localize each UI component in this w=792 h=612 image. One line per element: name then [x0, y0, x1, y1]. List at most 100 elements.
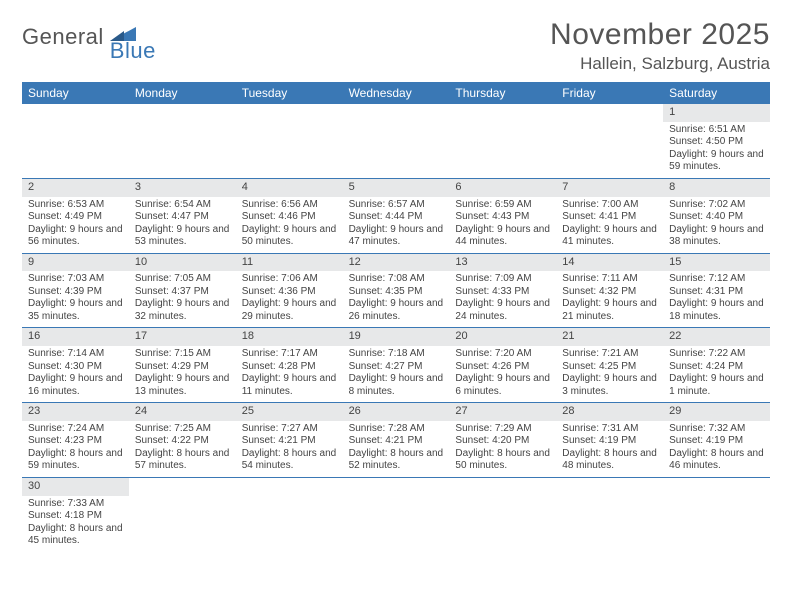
sunset-text: Sunset: 4:41 PM: [562, 211, 657, 224]
calendar-cell: [449, 478, 556, 552]
daylight-text: Daylight: 9 hours and 47 minutes.: [349, 224, 444, 249]
sunrise-text: Sunrise: 7:20 AM: [455, 348, 550, 361]
day-number: 18: [236, 328, 343, 346]
sunset-text: Sunset: 4:27 PM: [349, 361, 444, 374]
sunset-text: Sunset: 4:22 PM: [135, 435, 230, 448]
day-number: 4: [236, 179, 343, 197]
daylight-text: Daylight: 9 hours and 8 minutes.: [349, 373, 444, 398]
sunrise-text: Sunrise: 6:51 AM: [669, 124, 764, 137]
sunrise-text: Sunrise: 7:24 AM: [28, 423, 123, 436]
daylight-text: Daylight: 9 hours and 26 minutes.: [349, 298, 444, 323]
calendar-cell: [236, 478, 343, 552]
sunrise-text: Sunrise: 6:54 AM: [135, 199, 230, 212]
day-header-row: SundayMondayTuesdayWednesdayThursdayFrid…: [22, 82, 770, 104]
day-number: 1: [663, 104, 770, 122]
sunset-text: Sunset: 4:19 PM: [669, 435, 764, 448]
sunset-text: Sunset: 4:30 PM: [28, 361, 123, 374]
calendar-cell: 22Sunrise: 7:22 AMSunset: 4:24 PMDayligh…: [663, 328, 770, 402]
day-header: Sunday: [22, 82, 129, 104]
sunset-text: Sunset: 4:50 PM: [669, 136, 764, 149]
calendar-cell: 21Sunrise: 7:21 AMSunset: 4:25 PMDayligh…: [556, 328, 663, 402]
daylight-text: Daylight: 9 hours and 16 minutes.: [28, 373, 123, 398]
daylight-text: Daylight: 8 hours and 46 minutes.: [669, 448, 764, 473]
day-number: 30: [22, 478, 129, 496]
day-number: 25: [236, 403, 343, 421]
month-title: November 2025: [550, 18, 770, 52]
calendar-cell: 14Sunrise: 7:11 AMSunset: 4:32 PMDayligh…: [556, 254, 663, 328]
day-header: Friday: [556, 82, 663, 104]
sunrise-text: Sunrise: 7:22 AM: [669, 348, 764, 361]
calendar-cell: 15Sunrise: 7:12 AMSunset: 4:31 PMDayligh…: [663, 254, 770, 328]
calendar-cell: [343, 478, 450, 552]
calendar-cell: 17Sunrise: 7:15 AMSunset: 4:29 PMDayligh…: [129, 328, 236, 402]
logo: General Blue: [22, 18, 182, 50]
day-number: 3: [129, 179, 236, 197]
calendar-cell: 24Sunrise: 7:25 AMSunset: 4:22 PMDayligh…: [129, 403, 236, 477]
sunrise-text: Sunrise: 7:33 AM: [28, 498, 123, 511]
sunset-text: Sunset: 4:36 PM: [242, 286, 337, 299]
calendar-week: 23Sunrise: 7:24 AMSunset: 4:23 PMDayligh…: [22, 403, 770, 478]
day-number: 28: [556, 403, 663, 421]
calendar-cell: 28Sunrise: 7:31 AMSunset: 4:19 PMDayligh…: [556, 403, 663, 477]
calendar-cell: [129, 104, 236, 178]
daylight-text: Daylight: 9 hours and 21 minutes.: [562, 298, 657, 323]
calendar-cell: 30Sunrise: 7:33 AMSunset: 4:18 PMDayligh…: [22, 478, 129, 552]
day-number: 15: [663, 254, 770, 272]
sunrise-text: Sunrise: 7:02 AM: [669, 199, 764, 212]
daylight-text: Daylight: 9 hours and 24 minutes.: [455, 298, 550, 323]
day-header: Monday: [129, 82, 236, 104]
daylight-text: Daylight: 9 hours and 18 minutes.: [669, 298, 764, 323]
sunset-text: Sunset: 4:28 PM: [242, 361, 337, 374]
day-number: 27: [449, 403, 556, 421]
sunrise-text: Sunrise: 7:09 AM: [455, 273, 550, 286]
calendar-cell: [129, 478, 236, 552]
calendar-cell: [449, 104, 556, 178]
sunrise-text: Sunrise: 7:08 AM: [349, 273, 444, 286]
calendar-cell: 11Sunrise: 7:06 AMSunset: 4:36 PMDayligh…: [236, 254, 343, 328]
daylight-text: Daylight: 9 hours and 35 minutes.: [28, 298, 123, 323]
daylight-text: Daylight: 9 hours and 6 minutes.: [455, 373, 550, 398]
sunrise-text: Sunrise: 7:25 AM: [135, 423, 230, 436]
daylight-text: Daylight: 9 hours and 1 minute.: [669, 373, 764, 398]
sunrise-text: Sunrise: 7:06 AM: [242, 273, 337, 286]
sunset-text: Sunset: 4:49 PM: [28, 211, 123, 224]
sunset-text: Sunset: 4:35 PM: [349, 286, 444, 299]
calendar-cell: 27Sunrise: 7:29 AMSunset: 4:20 PMDayligh…: [449, 403, 556, 477]
calendar-cell: 1Sunrise: 6:51 AMSunset: 4:50 PMDaylight…: [663, 104, 770, 178]
day-header: Tuesday: [236, 82, 343, 104]
day-number: 12: [343, 254, 450, 272]
daylight-text: Daylight: 8 hours and 59 minutes.: [28, 448, 123, 473]
calendar-cell: [343, 104, 450, 178]
calendar: SundayMondayTuesdayWednesdayThursdayFrid…: [22, 82, 770, 552]
calendar-cell: 19Sunrise: 7:18 AMSunset: 4:27 PMDayligh…: [343, 328, 450, 402]
daylight-text: Daylight: 9 hours and 29 minutes.: [242, 298, 337, 323]
calendar-cell: 26Sunrise: 7:28 AMSunset: 4:21 PMDayligh…: [343, 403, 450, 477]
daylight-text: Daylight: 8 hours and 52 minutes.: [349, 448, 444, 473]
sunrise-text: Sunrise: 7:11 AM: [562, 273, 657, 286]
calendar-cell: [556, 104, 663, 178]
day-header: Saturday: [663, 82, 770, 104]
sunset-text: Sunset: 4:31 PM: [669, 286, 764, 299]
day-number: 5: [343, 179, 450, 197]
calendar-cell: [556, 478, 663, 552]
calendar-cell: 12Sunrise: 7:08 AMSunset: 4:35 PMDayligh…: [343, 254, 450, 328]
calendar-cell: 3Sunrise: 6:54 AMSunset: 4:47 PMDaylight…: [129, 179, 236, 253]
sunrise-text: Sunrise: 7:12 AM: [669, 273, 764, 286]
title-block: November 2025 Hallein, Salzburg, Austria: [550, 18, 770, 74]
daylight-text: Daylight: 8 hours and 45 minutes.: [28, 523, 123, 548]
sunset-text: Sunset: 4:40 PM: [669, 211, 764, 224]
sunset-text: Sunset: 4:44 PM: [349, 211, 444, 224]
calendar-cell: 9Sunrise: 7:03 AMSunset: 4:39 PMDaylight…: [22, 254, 129, 328]
sunset-text: Sunset: 4:19 PM: [562, 435, 657, 448]
daylight-text: Daylight: 9 hours and 3 minutes.: [562, 373, 657, 398]
calendar-cell: 2Sunrise: 6:53 AMSunset: 4:49 PMDaylight…: [22, 179, 129, 253]
daylight-text: Daylight: 9 hours and 44 minutes.: [455, 224, 550, 249]
location-text: Hallein, Salzburg, Austria: [550, 54, 770, 74]
sunset-text: Sunset: 4:23 PM: [28, 435, 123, 448]
day-number: 14: [556, 254, 663, 272]
calendar-week: 9Sunrise: 7:03 AMSunset: 4:39 PMDaylight…: [22, 254, 770, 329]
sunset-text: Sunset: 4:46 PM: [242, 211, 337, 224]
daylight-text: Daylight: 9 hours and 41 minutes.: [562, 224, 657, 249]
daylight-text: Daylight: 9 hours and 11 minutes.: [242, 373, 337, 398]
logo-text-blue: Blue: [110, 38, 156, 64]
